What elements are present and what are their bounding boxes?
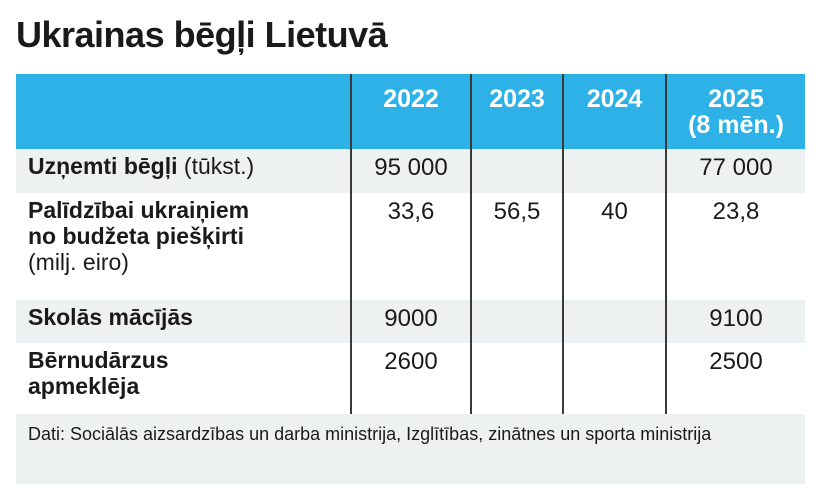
row-label-aid: Palīdzībai ukraiņiem no budžeta piešķirt… [16,193,350,300]
cell-refugees-2023 [470,149,562,193]
row-label-refugees: Uzņemti bēgļi (tūkst.) [16,149,350,193]
header-2025-note: (8 mēn.) [688,111,784,139]
data-table: 2022 2023 2024 2025 (8 mēn.) Uzņemti bēg… [16,74,805,414]
cell-kindergartens-2023 [470,343,562,414]
cell-kindergartens-2022: 2600 [350,343,470,414]
cell-aid-2025: 23,8 [665,193,805,300]
cell-schools-2022: 9000 [350,300,470,343]
cell-schools-2023 [470,300,562,343]
header-2025-year: 2025 [708,85,764,113]
source-note: Dati: Sociālās aizsardzības un darba min… [16,414,805,484]
cell-aid-2022: 33,6 [350,193,470,300]
cell-refugees-2022: 95 000 [350,149,470,193]
cell-refugees-2024 [562,149,665,193]
row-label-kindergartens: Bērnudārzus apmeklēja [16,343,350,414]
header-2024: 2024 [562,74,665,149]
cell-aid-2023: 56,5 [470,193,562,300]
cell-aid-2024: 40 [562,193,665,300]
header-corner [16,74,350,149]
cell-schools-2024 [562,300,665,343]
cell-refugees-2025: 77 000 [665,149,805,193]
header-2025: 2025 (8 mēn.) [665,74,805,149]
cell-kindergartens-2024 [562,343,665,414]
cell-schools-2025: 9100 [665,300,805,343]
row-label-schools: Skolās mācījās [16,300,350,343]
header-2022: 2022 [350,74,470,149]
cell-kindergartens-2025: 2500 [665,343,805,414]
page-title: Ukrainas bēgļi Lietuvā [16,14,388,55]
header-2023: 2023 [470,74,562,149]
